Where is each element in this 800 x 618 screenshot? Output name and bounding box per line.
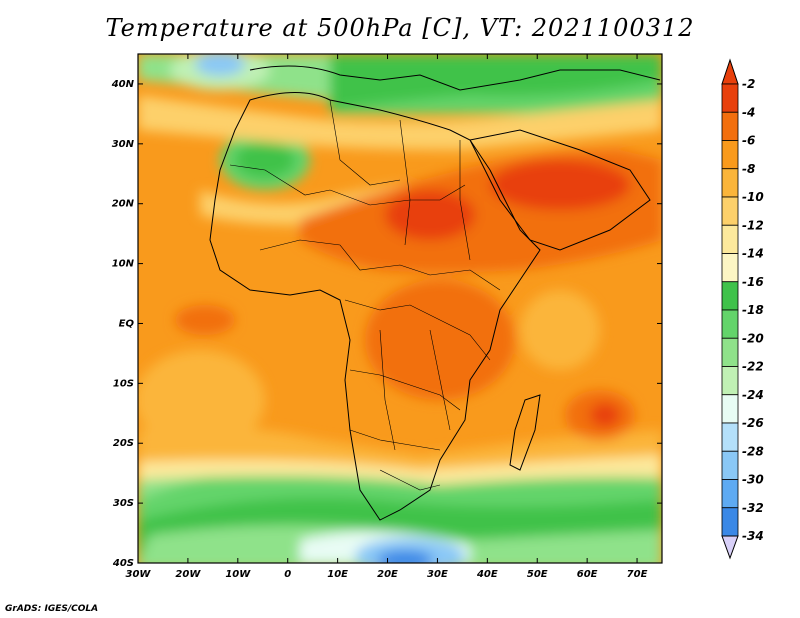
plot-frame [137, 53, 663, 564]
colorbar-segment [721, 83, 739, 113]
colorbar-segment [721, 394, 739, 424]
colorbar-label: -8 [742, 162, 755, 176]
lon-tick-label: 20W [175, 569, 201, 580]
colorbar-label: -18 [742, 303, 764, 317]
colorbar-label: -24 [742, 388, 764, 402]
lon-tick-label: 0 [284, 569, 291, 580]
colorbar-high-tip [721, 58, 739, 85]
colorbar-segment [721, 507, 739, 537]
colorbar-segment [721, 309, 739, 339]
coastlines [209, 65, 661, 521]
colorbar-segment [721, 253, 739, 283]
colorbar-segment [721, 168, 739, 198]
colorbar-segment [721, 196, 739, 226]
lon-tick-label: 30E [427, 569, 448, 580]
lon-tick-label: 60E [577, 569, 598, 580]
lat-tick-label: 30S [113, 498, 134, 509]
colorbar-label: -16 [742, 275, 764, 289]
temperature-field [138, 54, 662, 563]
colorbar-label: -14 [742, 247, 764, 261]
madagascar-coastline [509, 394, 541, 471]
credit-text: GrADS: IGES/COLA [5, 604, 99, 614]
africa-coastline [209, 92, 541, 521]
colorbar-label: -10 [742, 190, 764, 204]
colorbar-segment [721, 450, 739, 480]
colorbar-segment [721, 479, 739, 509]
arabia-coastline [469, 129, 651, 251]
colorbar-label: -30 [742, 473, 764, 487]
lat-tick-label: 30N [112, 139, 135, 150]
colorbar-label: -2 [742, 77, 755, 91]
lat-tick-label: 40S [112, 558, 134, 569]
lat-tick-label: 20N [112, 199, 135, 210]
lon-tick-label: 30W [126, 569, 152, 580]
colorbar-label: -22 [742, 360, 764, 374]
europe-coastline [249, 65, 661, 91]
colorbar-segment [721, 366, 739, 396]
colorbar: -2 -4 -6 -8 -10 -12 -14 -16 -18 -20 -22 -24 -26 -28 -3… [721, 58, 764, 560]
colorbar-label: -20 [742, 331, 764, 345]
colorbar-label: -26 [742, 416, 764, 430]
lon-tick-label: 70E [627, 569, 648, 580]
colorbar-segment [721, 281, 739, 311]
colorbar-label: -28 [742, 444, 764, 458]
lon-tick-label: 50E [527, 569, 548, 580]
lon-tick-label: 10W [225, 569, 251, 580]
lat-tick-label: 20S [113, 438, 134, 449]
lat-tick-label: 10S [113, 378, 134, 389]
lon-tick-label: 40E [476, 569, 498, 580]
colorbar-label: -34 [742, 529, 764, 543]
colorbar-label: -6 [742, 134, 755, 148]
colorbar-label: -32 [742, 501, 764, 515]
latitude-axis: 40N 30N 20N 10N EQ 10S 20S 30S 40S [111, 79, 662, 569]
longitude-axis: 30W 20W 10W 0 10E 20E 30E 40E 50E 60E 70E [126, 54, 648, 580]
lon-tick-label: 10E [327, 569, 348, 580]
lat-tick-label: 40N [111, 79, 135, 90]
colorbar-segment [721, 337, 739, 367]
lat-tick-label: 10N [112, 259, 135, 270]
lat-tick-label: EQ [119, 318, 135, 329]
colorbar-label: -12 [742, 218, 764, 232]
colorbar-segment [721, 140, 739, 170]
map-title: Temperature at 500hPa [C], VT: 202110031… [105, 14, 695, 42]
lon-tick-label: 20E [377, 569, 398, 580]
colorbar-segment [721, 111, 739, 141]
colorbar-label: -4 [742, 105, 755, 119]
colorbar-low-tip [721, 535, 739, 560]
colorbar-segment [721, 422, 739, 452]
country-borders [229, 99, 501, 491]
colorbar-segment [721, 224, 739, 254]
